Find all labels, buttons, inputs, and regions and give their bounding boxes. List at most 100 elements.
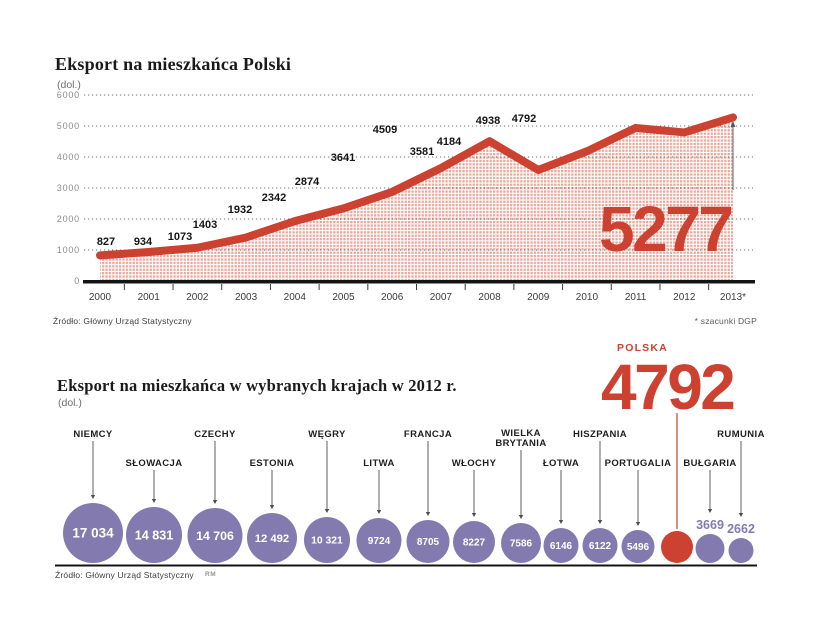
y-tick-label: 3000 <box>57 183 80 193</box>
bubble-chart-svg: 17 034 NIEMCY 14 831 SŁOWACJA 14 706 CZECHY 12… <box>55 413 765 567</box>
leader-arrowhead <box>151 499 157 503</box>
y-tick-label: 6000 <box>57 90 80 100</box>
leader-arrowhead <box>707 509 713 513</box>
leader-arrowhead <box>558 520 564 524</box>
leader-arrowhead <box>90 495 96 499</box>
bubble-country <box>304 517 350 563</box>
data-point-label: 2874 <box>295 176 320 188</box>
bubble-value: 8227 <box>463 538 486 549</box>
country-label: FRANCJA <box>404 429 452 440</box>
top-highlight-value: 5277 <box>599 193 734 265</box>
leader-arrowhead <box>635 522 641 526</box>
bubble-value: 10 321 <box>311 536 343 547</box>
bubble-country <box>453 521 495 563</box>
bubble-country <box>187 508 243 563</box>
y-tick-label: 0 <box>74 276 80 286</box>
x-tick-label: 2009 <box>527 292 550 303</box>
data-point-label: 4184 <box>437 136 462 148</box>
x-tick-label: 2003 <box>235 292 258 303</box>
top-footnote: * szacunki DGP <box>694 316 757 326</box>
bubble-country <box>63 503 123 563</box>
bubble-country <box>247 513 297 563</box>
bubble-value: 14 831 <box>135 528 174 542</box>
bubble-polska <box>661 531 693 563</box>
data-point-label: 1932 <box>228 204 252 216</box>
bubble-value: 17 034 <box>72 526 114 541</box>
country-label: HISZPANIA <box>573 429 627 440</box>
x-tick-label: 2004 <box>284 292 307 303</box>
bubble-country <box>126 507 182 563</box>
country-label: ŁOTWA <box>543 458 579 469</box>
data-point-label: 4792 <box>512 113 536 125</box>
bubble-value: 6122 <box>589 541 612 552</box>
bubble-country <box>356 518 402 563</box>
data-point-label: 1403 <box>193 219 217 231</box>
x-tick-label: 2002 <box>186 292 209 303</box>
country-label: BUŁGARIA <box>683 458 736 469</box>
polska-callout-value: 4792 <box>601 351 736 423</box>
data-point-label: 4509 <box>373 124 397 136</box>
bubble-value-outside: 2662 <box>727 522 755 536</box>
x-tick-label: 2000 <box>89 292 112 303</box>
trend-line <box>96 113 737 260</box>
data-point-label: 1073 <box>168 231 192 243</box>
bubble-value: 5496 <box>627 542 650 553</box>
country-label: ESTONIA <box>250 458 295 469</box>
data-point-label: 2342 <box>262 192 286 204</box>
bubble-value: 12 492 <box>255 533 289 545</box>
data-point-label: 3641 <box>331 152 355 164</box>
bubble-country <box>406 520 450 563</box>
data-point-label: 827 <box>97 236 115 248</box>
bubble-country <box>501 523 541 563</box>
leader-arrowhead <box>597 520 603 524</box>
leader-arrowhead <box>324 509 330 513</box>
bubble-country <box>695 534 725 563</box>
bubble-country <box>621 530 655 563</box>
x-tick-label: 2006 <box>381 292 404 303</box>
bubble-value: 7586 <box>510 539 533 550</box>
pointer-arrowhead <box>730 121 736 127</box>
country-label: SŁOWACJA <box>125 458 182 469</box>
leader-arrowhead <box>269 505 275 509</box>
bubble-country <box>582 528 618 563</box>
x-tick-label: 2007 <box>430 292 453 303</box>
top-chart-title: Eksport na mieszkańca Polski <box>55 54 292 74</box>
country-label: WĘGRY <box>308 429 346 440</box>
y-tick-label: 5000 <box>57 121 80 131</box>
bubble-value: 9724 <box>368 536 391 547</box>
leader-arrowhead <box>738 513 744 517</box>
x-tick-label: 2013* <box>720 292 746 303</box>
bubble-value-outside: 3669 <box>696 518 724 532</box>
country-label: WIELKA <box>501 428 541 439</box>
leader-arrowhead <box>518 515 524 519</box>
bubble-country <box>543 528 579 563</box>
x-tick-label: 2001 <box>138 292 161 303</box>
polska-callout-label: POLSKA <box>617 342 668 354</box>
bottom-source: Źródło: Główny Urząd Statystyczny <box>55 570 194 580</box>
leader-arrowhead <box>425 512 431 516</box>
country-label: WŁOCHY <box>452 458 497 469</box>
country-label: PORTUGALIA <box>605 458 672 469</box>
bottom-chart-title: Eksport na mieszkańca w wybranych krajac… <box>57 376 457 395</box>
bubble-value: 14 706 <box>196 529 234 543</box>
x-tick-label: 2005 <box>332 292 355 303</box>
leader-arrowhead <box>471 513 477 517</box>
leader-arrowhead <box>376 510 382 514</box>
country-label: LITWA <box>363 458 395 469</box>
bottom-chart-unit: (dol.) <box>58 397 82 409</box>
x-tick-label: 2012 <box>673 292 696 303</box>
bubble-country <box>728 538 754 563</box>
bubble-value: 6146 <box>550 541 573 552</box>
y-tick-label: 4000 <box>57 152 80 162</box>
y-tick-label: 1000 <box>57 245 80 255</box>
country-label: CZECHY <box>194 429 236 440</box>
x-axis <box>83 280 755 284</box>
country-label: RUMUNIA <box>717 429 765 440</box>
bottom-credit: RM <box>205 571 217 578</box>
x-tick-label: 2011 <box>625 292 647 303</box>
top-source: Źródło: Główny Urząd Statystyczny <box>53 316 192 326</box>
country-label: NIEMCY <box>73 429 113 440</box>
x-tick-label: 2010 <box>576 292 599 303</box>
